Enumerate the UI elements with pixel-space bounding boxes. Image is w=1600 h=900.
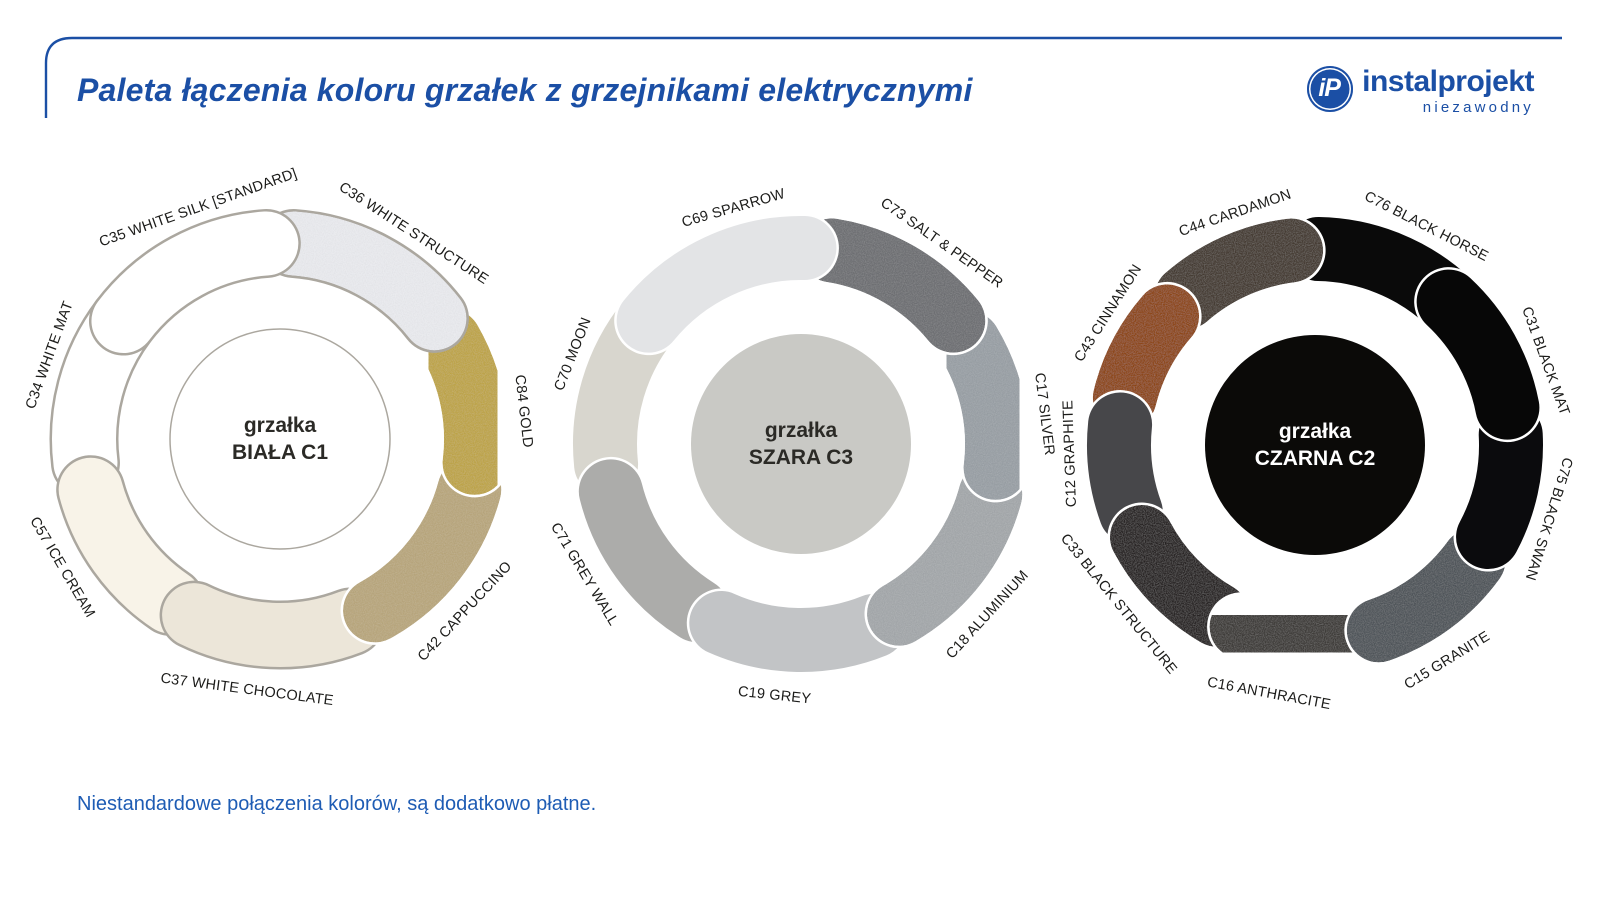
segment-label: C37 WHITE CHOCOLATE (160, 671, 335, 710)
segment-swatch (616, 216, 837, 353)
ring-center-line2: BIAŁA C1 (232, 441, 328, 464)
segment-swatch (1109, 505, 1249, 647)
segment-swatch (799, 218, 986, 353)
segment-swatch (1092, 284, 1200, 430)
ring-center-czarna-c2 (1205, 335, 1425, 555)
brand-logo: iP instalprojekt niezawodny (1307, 66, 1534, 116)
segment-swatch (689, 591, 907, 672)
logo-brand-name: instalprojekt (1362, 65, 1534, 98)
segment-swatch (1087, 392, 1163, 545)
segment-label: C12 GRAPHITE (1060, 400, 1080, 508)
segment-swatch (867, 462, 1023, 646)
segment-label: C19 GREY (737, 684, 812, 708)
ring-center-line1: grzałka (244, 414, 317, 437)
segment-swatch (343, 457, 502, 643)
segment-swatch (1416, 269, 1540, 440)
page-title: Paleta łączenia koloru grzałek z grzejni… (77, 72, 973, 108)
ring-center-line1: grzałka (1279, 420, 1352, 443)
ring-center-line2: SZARA C3 (749, 446, 853, 469)
segment-swatch (261, 211, 467, 351)
logo-tagline: niezawodny (1422, 98, 1534, 116)
segment-swatch (58, 457, 203, 634)
header-frame-line (44, 36, 1562, 118)
segment-swatch (417, 309, 508, 495)
segment-label: C17 SILVER (1031, 372, 1057, 456)
logo-ip-monogram-icon: iP (1307, 66, 1354, 112)
segment-swatch (91, 211, 299, 354)
segment-swatch (1209, 594, 1385, 673)
logo-monogram-text: iP (1318, 73, 1341, 102)
ring-center-line1: grzałka (765, 419, 838, 442)
ring-center-szara-c3 (691, 334, 911, 554)
segment-swatch (1456, 402, 1543, 570)
logo-text: instalprojekt niezawodny (1362, 66, 1534, 116)
segment-swatch (937, 311, 1029, 500)
ring-center-biala-c1 (169, 328, 391, 550)
segment-swatch (162, 583, 383, 667)
segment-label: C84 GOLD (511, 374, 535, 449)
footer-note: Niestandardowe połączenia kolorów, są do… (77, 793, 597, 815)
segment-swatch (1346, 528, 1506, 663)
ring-center-line2: CZARNA C2 (1255, 447, 1376, 470)
segment-swatch (1154, 218, 1324, 330)
segment-swatch (578, 459, 730, 643)
segment-label: C16 ANTHRACITE (1206, 674, 1332, 713)
